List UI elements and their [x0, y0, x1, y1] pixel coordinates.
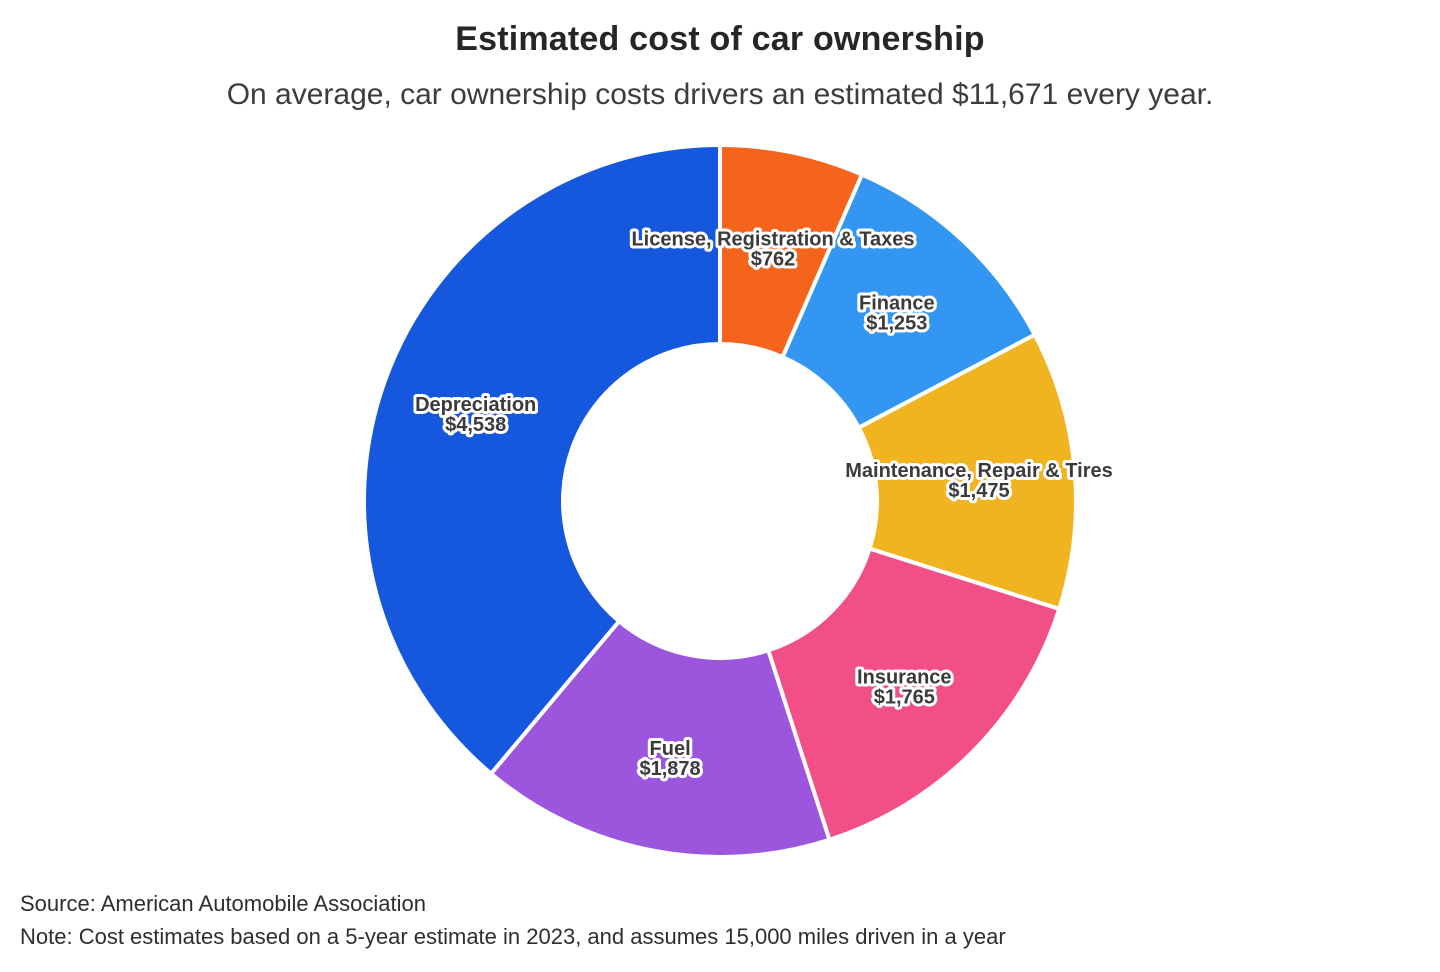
pie-slice-finance: [780, 172, 1037, 430]
pie-slice-insurance: [766, 546, 1062, 842]
methodology-note-text: Note: Cost estimates based on a 5-year e…: [20, 924, 1006, 949]
pie-slice-depreciation: [362, 143, 722, 776]
slice-label-maintenance-repair-tires: Maintenance, Repair & Tires $1,475: [845, 460, 1113, 502]
pie-slice-maintenance-repair-tires: [856, 332, 1079, 611]
slice-label-fuel: Fuel $1,878: [640, 738, 701, 780]
source-text: Source: American Automobile Association: [20, 891, 427, 916]
chart-subtitle: On average, car ownership costs drivers …: [226, 78, 1214, 111]
chart-title: Estimated cost of car ownership: [455, 20, 985, 58]
slice-label-finance: Finance $1,253: [859, 292, 935, 334]
pie-slice-fuel: [489, 619, 832, 859]
slice-label-insurance: Insurance $1,765: [857, 666, 951, 708]
slice-label-license-registration-taxes: License, Registration & Taxes $762: [631, 229, 914, 271]
slice-label-depreciation: Depreciation $4,538: [415, 394, 536, 436]
